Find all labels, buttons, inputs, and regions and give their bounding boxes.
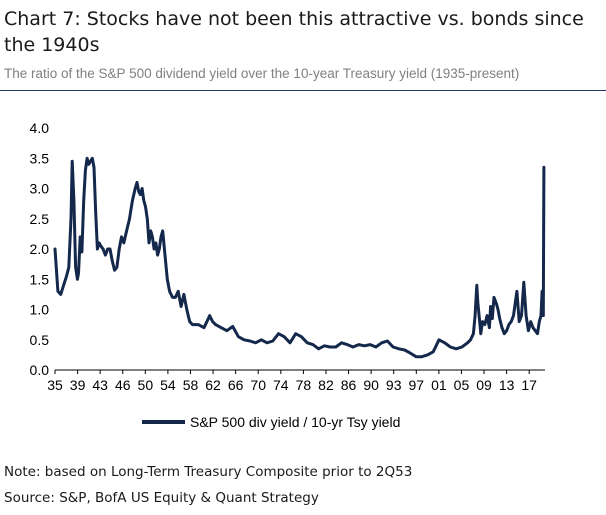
x-tick-label: 86 — [341, 377, 357, 393]
x-tick-label: 70 — [250, 377, 266, 393]
x-tick-label: 39 — [70, 377, 86, 393]
y-axis: 0.0 0.5 1.0 1.5 2.0 2.5 3.0 3.5 4.0 — [30, 120, 50, 378]
x-tick-label: 54 — [160, 377, 176, 393]
chart-subtitle: The ratio of the S&P 500 dividend yield … — [4, 66, 520, 81]
line-chart: 0.0 0.5 1.0 1.5 2.0 2.5 3.0 3.5 4.0 35 39 43 46 50 54… — [30, 120, 546, 430]
x-tick-label: 09 — [476, 377, 492, 393]
x-tick-label: 43 — [92, 377, 108, 393]
x-tick-label: 01 — [431, 377, 447, 393]
x-tick-label: 97 — [409, 377, 425, 393]
y-tick-label: 0.5 — [30, 332, 50, 348]
x-tick-label: 17 — [521, 377, 537, 393]
x-tick-label: 62 — [205, 377, 221, 393]
header-divider — [0, 90, 606, 91]
source-note: Source: S&P, BofA US Equity & Quant Stra… — [4, 490, 319, 506]
y-tick-label: 0.0 — [30, 362, 50, 378]
x-tick-label: 46 — [115, 377, 131, 393]
x-tick-label: 50 — [138, 377, 154, 393]
series-line — [53, 156, 546, 359]
y-tick-label: 2.0 — [30, 241, 50, 257]
y-tick-label: 2.5 — [30, 211, 50, 227]
x-tick-label: 35 — [47, 377, 63, 393]
x-tick-label: 90 — [363, 377, 379, 393]
x-tick-label: 66 — [228, 377, 244, 393]
y-tick-label: 4.0 — [30, 120, 50, 136]
x-tick-label: 05 — [454, 377, 470, 393]
x-tick-label: 58 — [183, 377, 199, 393]
y-tick-label: 1.5 — [30, 271, 50, 287]
y-tick-label: 3.0 — [30, 181, 50, 197]
y-tick-label: 3.5 — [30, 150, 50, 166]
x-axis: 35 39 43 46 50 54 58 62 66 70 74 78 82 86 90 93 97 01 05 09… — [47, 370, 537, 393]
x-tick-label: 78 — [296, 377, 312, 393]
legend-label: S&P 500 div yield / 10-yr Tsy yield — [190, 414, 400, 430]
x-tick-label: 13 — [499, 377, 515, 393]
chart-title: Chart 7: Stocks have not been this attra… — [4, 8, 584, 56]
x-tick-label: 82 — [318, 377, 334, 393]
x-tick-label: 93 — [386, 377, 402, 393]
footnote: Note: based on Long-Term Treasury Compos… — [4, 464, 413, 480]
legend: S&P 500 div yield / 10-yr Tsy yield — [142, 414, 400, 430]
x-tick-label: 74 — [273, 377, 289, 393]
y-tick-label: 1.0 — [30, 302, 50, 318]
